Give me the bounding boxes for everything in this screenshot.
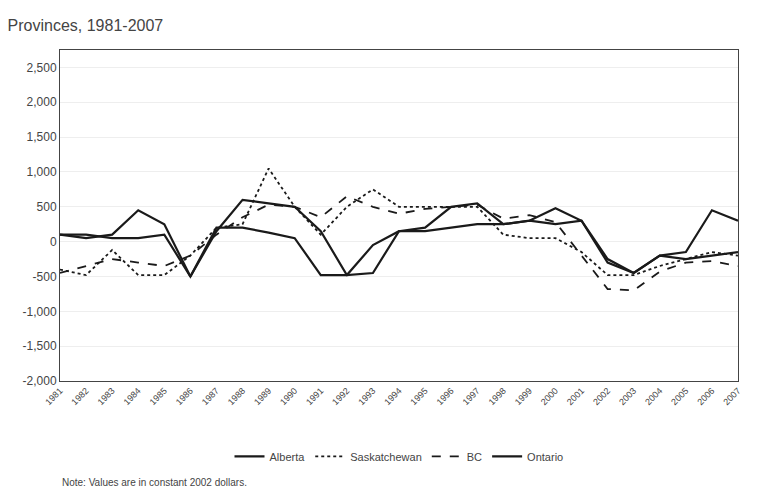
svg-text:Saskatchewan: Saskatchewan: [350, 451, 422, 463]
svg-text:2004: 2004: [643, 386, 664, 407]
svg-text:Provinces, 1981-2007: Provinces, 1981-2007: [8, 17, 164, 34]
svg-text:1992: 1992: [330, 386, 351, 407]
svg-text:1,000: 1,000: [27, 165, 57, 179]
svg-text:2005: 2005: [669, 386, 690, 407]
svg-text:1,500: 1,500: [27, 130, 57, 144]
svg-text:1997: 1997: [461, 386, 482, 407]
svg-text:1984: 1984: [122, 386, 143, 407]
svg-text:Note: Values are in constant 2: Note: Values are in constant 2002 dollar…: [62, 477, 247, 488]
svg-text:1985: 1985: [148, 386, 169, 407]
svg-text:1981: 1981: [43, 386, 64, 407]
svg-text:1994: 1994: [382, 386, 403, 407]
svg-text:2,000: 2,000: [27, 95, 57, 109]
svg-text:2001: 2001: [565, 386, 586, 407]
svg-text:0: 0: [50, 235, 57, 249]
svg-text:-500: -500: [33, 270, 57, 284]
svg-text:1983: 1983: [96, 386, 117, 407]
svg-text:2003: 2003: [617, 386, 638, 407]
svg-text:2006: 2006: [695, 386, 716, 407]
svg-text:1996: 1996: [435, 386, 456, 407]
svg-text:2002: 2002: [591, 386, 612, 407]
svg-text:1999: 1999: [513, 386, 534, 407]
svg-text:2007: 2007: [721, 386, 742, 407]
svg-text:-1,000: -1,000: [23, 305, 57, 319]
svg-text:1990: 1990: [278, 386, 299, 407]
svg-text:-1,500: -1,500: [23, 339, 57, 353]
svg-text:Alberta: Alberta: [270, 451, 306, 463]
svg-text:1991: 1991: [304, 386, 325, 407]
svg-text:Ontario: Ontario: [527, 451, 563, 463]
svg-text:1989: 1989: [252, 386, 273, 407]
svg-text:2000: 2000: [539, 386, 560, 407]
svg-text:BC: BC: [467, 451, 482, 463]
svg-text:1988: 1988: [226, 386, 247, 407]
svg-text:1998: 1998: [487, 386, 508, 407]
svg-text:500: 500: [37, 200, 57, 214]
svg-text:1993: 1993: [356, 386, 377, 407]
svg-text:1995: 1995: [408, 386, 429, 407]
svg-text:-2,000: -2,000: [23, 374, 57, 388]
svg-text:1987: 1987: [200, 386, 221, 407]
svg-text:2,500: 2,500: [27, 61, 57, 75]
svg-text:1982: 1982: [69, 386, 90, 407]
svg-text:1986: 1986: [174, 386, 195, 407]
